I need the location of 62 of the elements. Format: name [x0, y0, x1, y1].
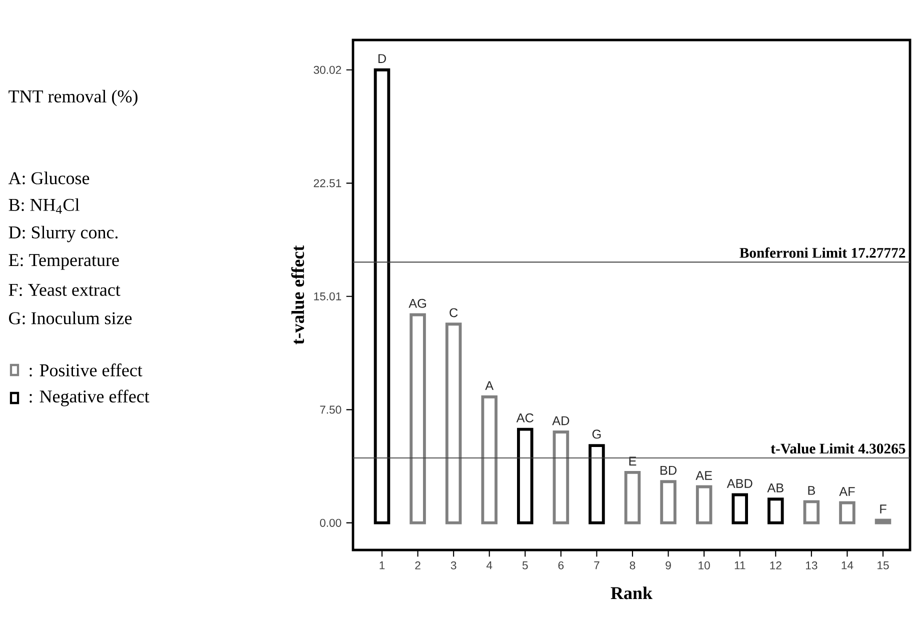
x-tick-label: 6: [558, 561, 564, 570]
y-tick-label: 15.01: [314, 292, 342, 300]
x-tick-label: 15: [878, 561, 889, 570]
bar: [410, 313, 426, 524]
x-tick-label: 14: [842, 561, 854, 570]
data-label: AE: [696, 471, 712, 480]
x-tick-label: 12: [770, 561, 782, 570]
x-axis-title: Rank: [610, 586, 652, 600]
bar: [839, 501, 856, 524]
y-tick-label: 0.00: [320, 518, 342, 527]
bar: [624, 470, 641, 524]
x-tick-label: 1: [380, 561, 385, 570]
x-tick-label: 13: [806, 561, 818, 570]
text: F: Yeast extract: [8, 284, 120, 296]
x-tick-label: 8: [630, 561, 636, 570]
bar: [517, 428, 534, 524]
data-label: B: [808, 486, 815, 495]
y-tick-label: 22.51: [314, 179, 342, 188]
text: G: Inoculum size: [9, 312, 132, 324]
legend-title: TNT removal (%): [8, 90, 138, 106]
text: D: Slurry conc.: [8, 226, 118, 242]
data-label: D: [378, 54, 386, 63]
bar: [588, 444, 605, 524]
text: A: Glucose: [8, 172, 90, 184]
bar: [803, 500, 820, 524]
ref-line-label: t-Value Limit 4.30265: [770, 443, 906, 454]
data-label: C: [450, 308, 458, 318]
data-label: ABD: [726, 479, 752, 488]
x-tick-label: 9: [666, 561, 671, 570]
data-label: F: [880, 504, 886, 514]
data-label: BD: [660, 466, 676, 475]
bar: [696, 485, 712, 524]
y-tick-label: 30.02: [314, 66, 342, 74]
bar: [552, 430, 570, 524]
y-axis-title: t-value effect: [291, 245, 304, 344]
data-label: AG: [408, 298, 426, 308]
x-tick-label: 5: [522, 561, 528, 570]
data-label: A: [485, 381, 494, 390]
text: B: NH$_{4}$Cl: [8, 198, 80, 214]
x-tick-label: 11: [734, 561, 746, 570]
bar: [768, 498, 784, 524]
legend-label: : Negative effect: [30, 390, 150, 406]
data-label: AB: [767, 484, 784, 492]
bar: [660, 480, 676, 524]
y-tick-label: 7.50: [320, 406, 342, 414]
data-label: AF: [839, 487, 855, 496]
data-label: AC: [516, 413, 534, 422]
bar: [732, 493, 748, 524]
bar: [374, 68, 390, 524]
data-label: AD: [552, 416, 570, 426]
x-tick-label: 4: [486, 561, 492, 570]
data-label: G: [592, 430, 601, 439]
text: E: Temperature: [8, 254, 119, 270]
x-tick-label: 10: [698, 561, 710, 570]
x-tick-label: 7: [594, 561, 600, 570]
legend-label: : Positive effect: [30, 364, 142, 376]
x-tick-label: 3: [450, 561, 456, 570]
ref-line-label: Bonferroni Limit 17.27772: [740, 247, 906, 258]
bar: [481, 395, 498, 524]
bar: [445, 322, 462, 524]
x-tick-label: 2: [415, 561, 420, 570]
bar: [874, 518, 892, 524]
